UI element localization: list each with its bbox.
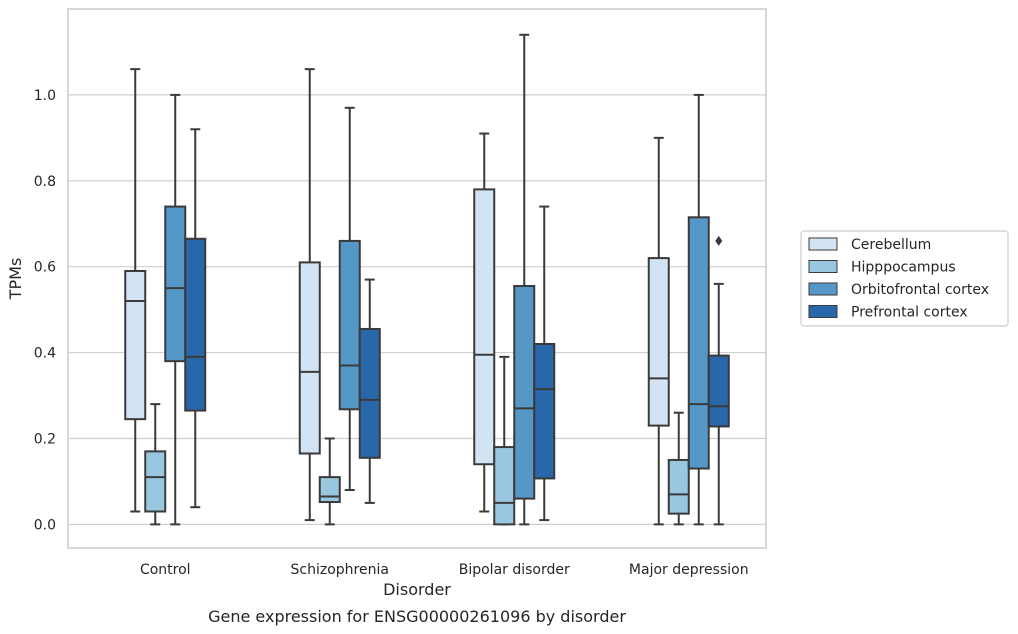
legend-label: Prefrontal cortex — [851, 305, 968, 321]
box-iqr — [647, 257, 670, 427]
box-cerebellum — [473, 132, 496, 513]
y-axis-label: TPMs — [6, 258, 25, 301]
x-tick-label: Major depression — [629, 562, 749, 578]
y-axis-ticks: 0.0 0.2 0.4 0.6 0.8 1.0 — [34, 88, 56, 533]
y-tick-label: 0.2 — [34, 431, 56, 447]
box-iqr — [358, 327, 381, 459]
box-orbitofrontal-cortex — [164, 93, 187, 526]
box-iqr — [338, 239, 361, 411]
box-iqr — [687, 216, 710, 470]
y-tick-label: 1.0 — [34, 88, 56, 104]
box-iqr — [184, 237, 207, 412]
box-iqr — [493, 446, 516, 526]
y-tick-label: 0.6 — [34, 260, 56, 276]
chart-caption: Gene expression for ENSG00000261096 by d… — [208, 607, 626, 626]
box-iqr — [318, 476, 341, 504]
legend-label: Hipppocampus — [851, 260, 956, 276]
box-hipppocampus — [318, 437, 341, 526]
box-prefrontal-cortex — [707, 235, 730, 526]
x-tick-label: Schizophrenia — [291, 562, 389, 578]
box-hipppocampus — [493, 355, 516, 526]
legend-swatch — [808, 260, 838, 273]
box-iqr — [707, 354, 730, 428]
legend-label: Cerebellum — [851, 237, 931, 253]
x-tick-label: Bipolar disorder — [459, 562, 570, 578]
y-tick-label: 0.0 — [34, 517, 56, 533]
box-orbitofrontal-cortex — [687, 93, 710, 526]
x-axis-label: Disorder — [383, 580, 451, 599]
box-iqr — [513, 285, 536, 500]
legend-swatch — [808, 305, 838, 318]
legend: Cerebellum Hipppocampus Orbitofrontal cort… — [800, 230, 1009, 327]
y-tick-label: 0.8 — [34, 174, 56, 190]
box-prefrontal-cortex — [184, 128, 207, 509]
box-prefrontal-cortex — [533, 205, 556, 522]
x-tick-label: Control — [140, 562, 191, 578]
x-axis-ticks: Control Schizophrenia Bipolar disorder Majo… — [140, 562, 749, 578]
box-iqr — [164, 205, 187, 363]
legend-label: Orbitofrontal cortex — [851, 282, 989, 298]
box-cerebellum — [124, 68, 147, 513]
box-iqr — [667, 458, 690, 515]
box-iqr — [298, 261, 321, 455]
box-groups — [124, 33, 730, 526]
outlier-point — [715, 235, 723, 246]
box-iqr — [473, 188, 496, 466]
box-iqr — [144, 450, 167, 513]
box-cerebellum — [647, 136, 670, 526]
box-orbitofrontal-cortex — [338, 106, 361, 492]
legend-swatch — [808, 237, 838, 251]
box-hipppocampus — [667, 411, 690, 526]
box-prefrontal-cortex — [358, 278, 381, 504]
box-cerebellum — [298, 68, 321, 522]
plot-frame — [67, 8, 767, 549]
box-orbitofrontal-cortex — [513, 33, 536, 526]
legend-box — [800, 230, 1009, 327]
y-tick-label: 0.4 — [34, 346, 56, 362]
box-iqr — [533, 342, 556, 480]
legend-swatch — [808, 282, 838, 296]
box-iqr — [124, 269, 147, 421]
box-hipppocampus — [144, 403, 167, 526]
